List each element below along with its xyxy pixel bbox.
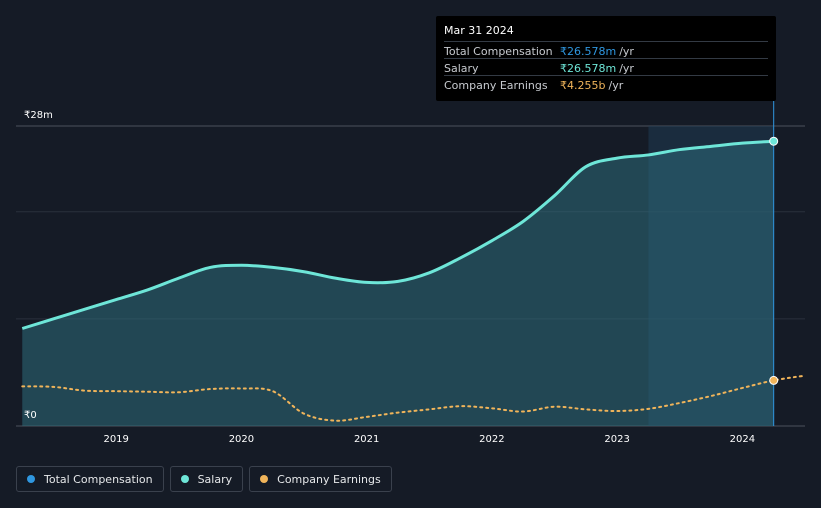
salary-line — [21, 139, 774, 330]
x-tick-label: 2024 — [730, 434, 755, 445]
hover-markers — [769, 136, 779, 385]
x-tick-label: 2023 — [604, 434, 629, 445]
tooltip-value: ₹4.255b/yr — [560, 79, 624, 92]
y-axis: ₹28m ₹0 — [24, 110, 53, 421]
salary-marker — [769, 136, 779, 146]
legend-dot-icon — [180, 475, 189, 483]
y-tick-label: ₹28m — [24, 110, 53, 121]
legend-total-compensation[interactable]: Total Compensation — [16, 466, 164, 492]
tooltip-row-total: Total Compensation ₹26.578m/yr — [444, 41, 768, 60]
salary-area — [22, 141, 774, 426]
legend-dot-icon — [27, 475, 35, 483]
tooltip-value: ₹26.578m/yr — [560, 45, 634, 58]
legend: Total Compensation Salary Company Earnin… — [16, 466, 392, 492]
tooltip-row-earnings: Company Earnings ₹4.255b/yr — [444, 75, 768, 94]
legend-salary[interactable]: Salary — [169, 466, 244, 492]
x-axis: 2019 2020 2021 2022 2023 2024 — [103, 434, 755, 445]
tooltip-label: Salary — [444, 62, 479, 75]
y-tick-label: ₹0 — [24, 410, 37, 421]
tooltip-label: Total Compensation — [444, 45, 553, 58]
legend-dot-icon — [260, 475, 269, 483]
legend-company-earnings[interactable]: Company Earnings — [249, 466, 392, 492]
tooltip-value: ₹26.578m/yr — [560, 62, 634, 75]
x-tick-label: 2021 — [354, 434, 379, 445]
tooltip: Mar 31 2024 Total Compensation ₹26.578m /… — [436, 16, 776, 101]
tooltip-date: Mar 31 2024 — [444, 24, 514, 37]
x-tick-label: 2019 — [103, 434, 128, 445]
legend-label: Salary — [197, 472, 233, 486]
earnings-marker — [769, 375, 779, 385]
tooltip-row-salary: Salary ₹26.578m/yr — [444, 58, 768, 77]
legend-label: Total Compensation — [44, 472, 153, 486]
x-tick-label: 2022 — [479, 434, 504, 445]
legend-label: Company Earnings — [277, 472, 381, 486]
tooltip-label: Company Earnings — [444, 79, 548, 92]
x-tick-label: 2020 — [229, 434, 254, 445]
earnings-line — [21, 374, 806, 422]
